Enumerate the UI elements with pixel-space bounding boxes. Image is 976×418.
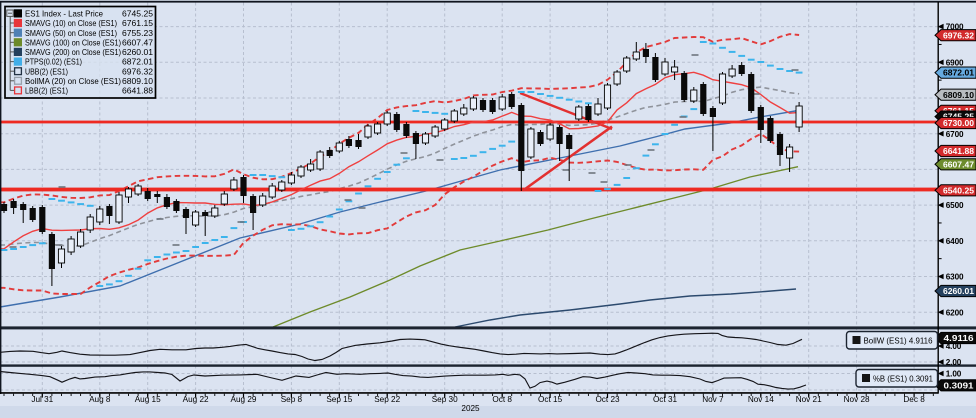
svg-text:6976.32: 6976.32 — [943, 31, 974, 40]
svg-text:PTPS(0.02) (ES1): PTPS(0.02) (ES1) — [25, 57, 82, 67]
svg-text:6500: 6500 — [946, 201, 964, 210]
svg-text:Aug 8: Aug 8 — [89, 395, 111, 404]
svg-text:6260.01: 6260.01 — [122, 47, 153, 57]
svg-text:6607.47: 6607.47 — [943, 160, 974, 169]
svg-text:%B (ES1) 0.3091: %B (ES1) 0.3091 — [873, 374, 933, 383]
svg-text:SMAVG (50) on Close (ES1): SMAVG (50) on Close (ES1) — [25, 28, 117, 38]
svg-text:Oct 31: Oct 31 — [653, 395, 678, 404]
svg-text:BollMA (20) on Close (ES1): BollMA (20) on Close (ES1) — [25, 76, 121, 86]
svg-text:6641.88: 6641.88 — [943, 147, 974, 156]
svg-text:7000: 7000 — [946, 23, 964, 32]
svg-text:6260.01: 6260.01 — [943, 287, 974, 296]
svg-text:ES1 Index - Last Price: ES1 Index - Last Price — [25, 9, 103, 19]
svg-text:4.9116: 4.9116 — [944, 334, 975, 343]
svg-text:6809.10: 6809.10 — [122, 76, 153, 86]
svg-text:6540.25: 6540.25 — [943, 186, 974, 195]
svg-text:6200: 6200 — [946, 308, 964, 317]
svg-text:Aug 22: Aug 22 — [183, 395, 209, 404]
svg-text:Sep 15: Sep 15 — [326, 395, 352, 404]
svg-text:6745.25: 6745.25 — [122, 9, 153, 19]
svg-text:6900: 6900 — [946, 58, 964, 67]
svg-text:Oct 15: Oct 15 — [538, 395, 563, 404]
svg-text:2025: 2025 — [461, 404, 480, 413]
svg-text:0.3091: 0.3091 — [944, 381, 975, 390]
svg-text:6761.15: 6761.15 — [122, 18, 153, 28]
svg-text:Nov 14: Nov 14 — [748, 395, 774, 404]
svg-text:Dec 8: Dec 8 — [903, 395, 925, 404]
svg-text:6700: 6700 — [946, 130, 964, 139]
svg-text:6872.01: 6872.01 — [943, 69, 974, 78]
svg-text:LBB(2) (ES1): LBB(2) (ES1) — [25, 86, 68, 96]
svg-text:Oct 23: Oct 23 — [595, 395, 620, 404]
svg-text:2.00: 2.00 — [946, 358, 962, 367]
svg-text:UBB(2) (ES1): UBB(2) (ES1) — [25, 66, 68, 76]
svg-text:Nov 28: Nov 28 — [844, 395, 870, 404]
svg-text:Sep 30: Sep 30 — [432, 395, 458, 404]
svg-text:Aug 29: Aug 29 — [231, 395, 257, 404]
svg-text:SMAVG (200) on Close (ES1): SMAVG (200) on Close (ES1) — [25, 47, 121, 57]
svg-text:Sep 22: Sep 22 — [374, 395, 400, 404]
svg-text:BollW (ES1) 4.9116: BollW (ES1) 4.9116 — [864, 336, 933, 345]
svg-text:4.00: 4.00 — [946, 342, 962, 351]
svg-text:6872.01: 6872.01 — [122, 57, 153, 67]
svg-text:6755.23: 6755.23 — [122, 28, 153, 38]
svg-text:Nov 7: Nov 7 — [702, 395, 724, 404]
svg-text:1.00: 1.00 — [946, 370, 962, 379]
svg-text:6809.10: 6809.10 — [943, 91, 974, 100]
svg-text:Nov 21: Nov 21 — [796, 395, 822, 404]
svg-text:6400: 6400 — [946, 237, 964, 246]
svg-text:6730.00: 6730.00 — [943, 119, 974, 128]
svg-text:6641.88: 6641.88 — [122, 86, 153, 96]
svg-text:SMAVG (10) on Close (ES1): SMAVG (10) on Close (ES1) — [25, 18, 117, 28]
svg-text:Aug 15: Aug 15 — [135, 395, 161, 404]
svg-text:6607.47: 6607.47 — [122, 37, 153, 47]
svg-text:6976.32: 6976.32 — [122, 66, 153, 76]
svg-text:Sep 8: Sep 8 — [281, 395, 303, 404]
svg-text:6300: 6300 — [946, 273, 964, 282]
svg-text:Oct 8: Oct 8 — [492, 395, 512, 404]
svg-text:SMAVG (100) on Close (ES1): SMAVG (100) on Close (ES1) — [25, 37, 121, 47]
svg-text:Jul 31: Jul 31 — [31, 395, 53, 404]
